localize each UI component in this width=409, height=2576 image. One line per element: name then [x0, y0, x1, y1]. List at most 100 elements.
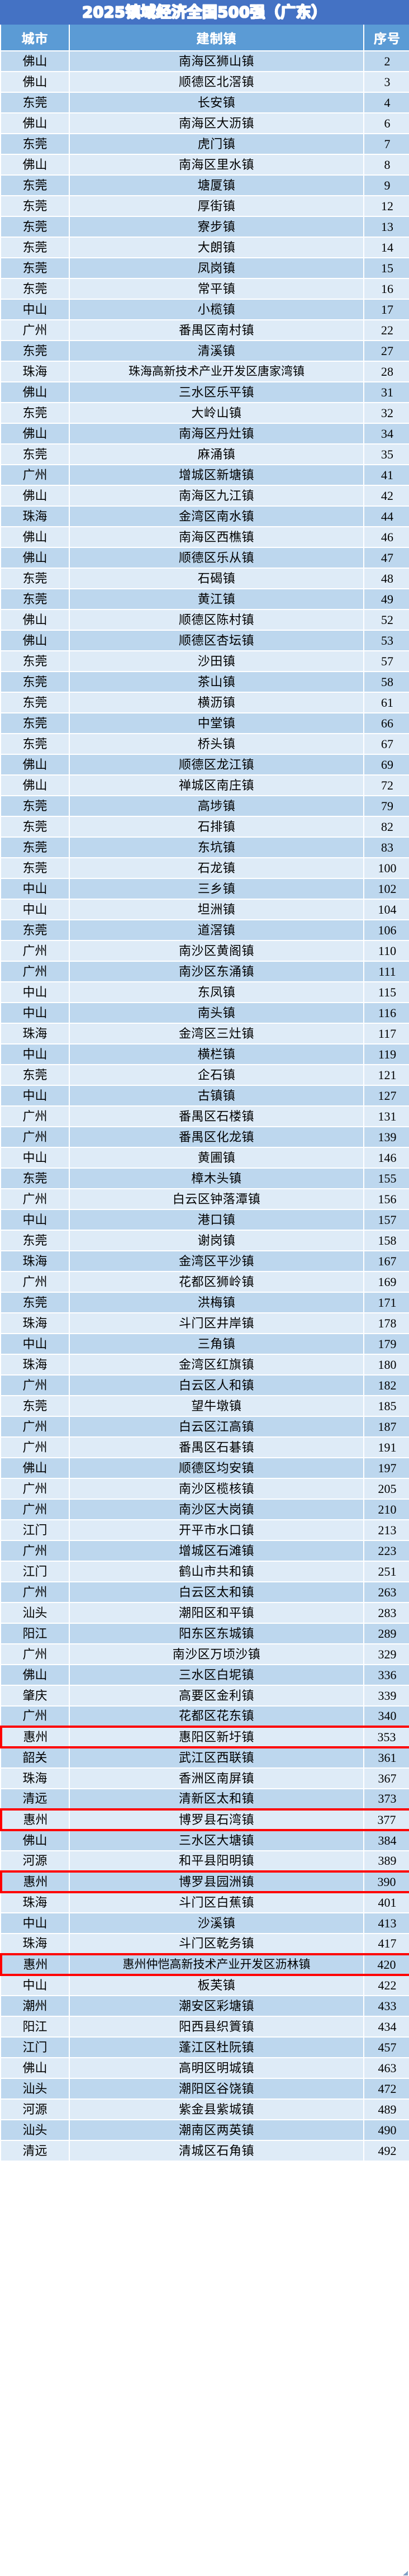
cell-rank: 179	[364, 1334, 409, 1355]
cell-city: 东莞	[1, 258, 70, 279]
cell-town: 禅城区南庄镇	[69, 775, 364, 796]
cell-rank: 205	[364, 1478, 409, 1500]
table-row: 清远 清城区石角镇 492	[1, 2140, 409, 2162]
cell-rank: 146	[364, 1147, 409, 1169]
cell-rank: 283	[364, 1603, 409, 1624]
table-row: 惠州 惠州仲恺高新技术产业开发区沥林镇 420	[0, 1953, 409, 1976]
table-row: 东莞 茶山镇 58	[1, 672, 409, 693]
cell-town: 斗门区白蕉镇	[69, 1892, 364, 1913]
cell-rank: 79	[364, 796, 409, 817]
cell-city: 佛山	[1, 382, 70, 403]
cell-rank: 373	[364, 1789, 409, 1810]
cell-rank: 401	[364, 1892, 409, 1913]
cell-rank: 48	[364, 568, 409, 589]
table-row: 佛山 高明区明城镇 463	[1, 2058, 409, 2079]
cell-rank: 106	[364, 920, 409, 941]
cell-city: 中山	[1, 1209, 70, 1231]
cell-city: 广州	[1, 320, 70, 341]
cell-town: 三水区乐平镇	[69, 382, 364, 403]
table-row: 中山 港口镇 157	[1, 1209, 409, 1231]
cell-city: 中山	[1, 1913, 70, 1934]
cell-town: 潮安区彩塘镇	[69, 1996, 364, 2017]
cell-rank: 8	[364, 154, 409, 176]
cell-city: 清远	[1, 2140, 70, 2162]
cell-rank: 9	[364, 175, 409, 196]
cell-city: 中山	[1, 878, 70, 900]
cell-city: 佛山	[1, 547, 70, 569]
table-row: 佛山 顺德区均安镇 197	[1, 1458, 409, 1479]
cell-town: 增城区新塘镇	[69, 465, 364, 486]
cell-city: 韶关	[1, 1747, 70, 1769]
table-row: 东莞 清溪镇 27	[1, 341, 409, 362]
cell-town: 开平市水口镇	[69, 1520, 364, 1541]
header-row: 城市 建制镇 序号	[1, 25, 409, 51]
table-row: 东莞 石排镇 82	[1, 816, 409, 838]
cell-town: 和平县阳明镇	[69, 1851, 364, 1872]
cell-rank: 115	[364, 982, 409, 1003]
cell-town: 南海区大沥镇	[69, 113, 364, 134]
cell-town: 厚街镇	[69, 196, 364, 217]
cell-town: 斗门区井岸镇	[69, 1313, 364, 1334]
cell-town: 白云区太和镇	[69, 1582, 364, 1603]
cell-city: 东莞	[1, 713, 70, 734]
cell-city: 珠海	[1, 361, 70, 382]
cell-town: 常平镇	[69, 278, 364, 300]
table-row: 东莞 长安镇 4	[1, 92, 409, 114]
cell-town: 企石镇	[69, 1065, 364, 1086]
cell-city: 中山	[1, 899, 70, 920]
cell-town: 博罗县园洲镇	[69, 1870, 364, 1893]
cell-city: 中山	[1, 1334, 70, 1355]
table-row: 肇庆 高要区金利镇 339	[1, 1685, 409, 1707]
cell-town: 小榄镇	[69, 299, 364, 320]
cell-town: 顺德区陈村镇	[69, 609, 364, 631]
cell-town: 三乡镇	[69, 878, 364, 900]
cell-rank: 34	[364, 423, 409, 445]
cell-rank: 111	[364, 961, 409, 982]
cell-town: 蓬江区杜阮镇	[69, 2037, 364, 2058]
cell-town: 潮南区两英镇	[69, 2120, 364, 2141]
cell-city: 江门	[1, 1520, 70, 1541]
cell-rank: 185	[364, 1396, 409, 1417]
cell-rank: 102	[364, 878, 409, 900]
table-row: 东莞 麻涌镇 35	[1, 444, 409, 465]
cell-town: 金湾区三灶镇	[69, 1023, 364, 1044]
cell-city: 佛山	[1, 609, 70, 631]
cell-town: 珠海高新技术产业开发区唐家湾镇	[69, 361, 364, 382]
table-row: 中山 古镇镇 127	[1, 1085, 409, 1107]
cell-city: 珠海	[1, 1313, 70, 1334]
table-row: 佛山 三水区乐平镇 31	[1, 382, 409, 403]
cell-town: 古镇镇	[69, 1085, 364, 1107]
cell-rank: 3	[364, 72, 409, 93]
table-row: 广州 番禺区石楼镇 131	[1, 1106, 409, 1127]
cell-rank: 110	[364, 940, 409, 962]
table-row: 广州 增城区石滩镇 223	[1, 1540, 409, 1562]
cell-city: 中山	[1, 1147, 70, 1169]
table-row: 佛山 禅城区南庄镇 72	[1, 775, 409, 796]
table-row: 广州 增城区新塘镇 41	[1, 465, 409, 486]
cell-city: 东莞	[1, 1168, 70, 1189]
table-row: 东莞 石碣镇 48	[1, 568, 409, 589]
cell-rank: 31	[364, 382, 409, 403]
table-row: 惠州 惠阳区新圩镇 353	[0, 1726, 409, 1748]
cell-town: 茶山镇	[69, 672, 364, 693]
cell-rank: 490	[364, 2120, 409, 2141]
cell-rank: 17	[364, 299, 409, 320]
cell-town: 斗门区乾务镇	[69, 1934, 364, 1955]
cell-town: 金湾区平沙镇	[69, 1251, 364, 1272]
cell-rank: 7	[364, 134, 409, 155]
table-row: 东莞 厚街镇 12	[1, 196, 409, 217]
cell-city: 佛山	[1, 2058, 70, 2079]
cell-rank: 463	[364, 2058, 409, 2079]
cell-city: 佛山	[1, 485, 70, 507]
cell-town: 阳西县织篢镇	[69, 2016, 364, 2038]
cell-town: 大朗镇	[69, 237, 364, 258]
cell-town: 花都区花东镇	[69, 1706, 364, 1727]
cell-city: 潮州	[1, 1996, 70, 2017]
cell-rank: 171	[364, 1292, 409, 1313]
cell-town: 石碣镇	[69, 568, 364, 589]
cell-town: 三角镇	[69, 1334, 364, 1355]
cell-rank: 489	[364, 2099, 409, 2120]
cell-town: 顺德区乐从镇	[69, 547, 364, 569]
cell-town: 南头镇	[69, 1003, 364, 1024]
cell-town: 洪梅镇	[69, 1292, 364, 1313]
